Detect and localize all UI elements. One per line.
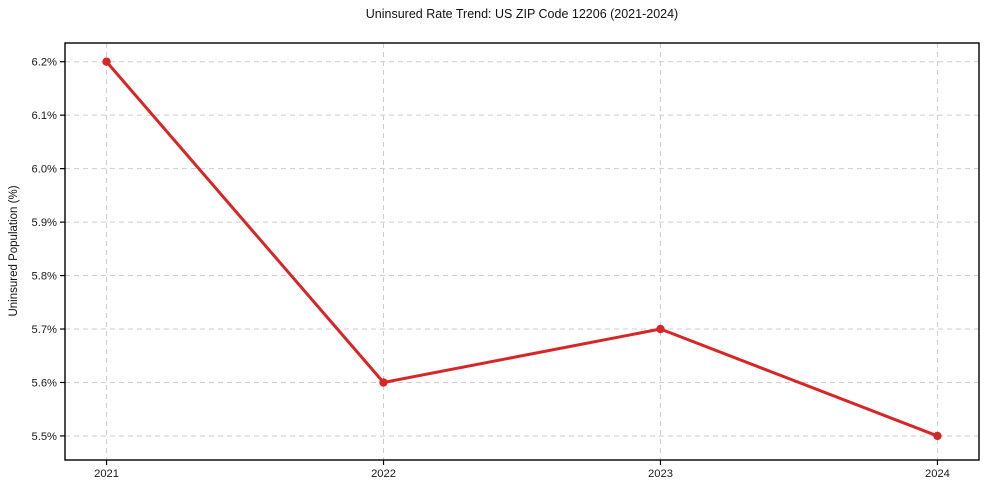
data-point-2022 xyxy=(379,378,388,387)
y-tick-label: 5.8% xyxy=(32,271,58,283)
x-tick-label: 2021 xyxy=(94,468,119,480)
x-tick-label: 2024 xyxy=(925,468,950,480)
y-tick-label: 6.1% xyxy=(32,110,58,122)
data-point-2021 xyxy=(102,57,111,66)
data-point-2023 xyxy=(656,324,665,334)
trend-line xyxy=(105,60,939,438)
y-tick-label: 5.9% xyxy=(32,217,58,229)
chart-title: Uninsured Rate Trend: US ZIP Code 12206 … xyxy=(365,7,679,21)
plot-border xyxy=(64,42,980,461)
data-point-2024 xyxy=(933,431,942,441)
y-tick-label: 6.0% xyxy=(32,164,58,176)
y-tick-label: 6.2% xyxy=(32,57,58,69)
y-tick-label: 5.7% xyxy=(32,324,58,336)
x-tick-label: 2023 xyxy=(648,468,673,480)
y-tick-label: 5.5% xyxy=(32,431,58,443)
y-tick-label: 5.6% xyxy=(32,377,58,389)
x-tick-label: 2022 xyxy=(371,468,396,480)
